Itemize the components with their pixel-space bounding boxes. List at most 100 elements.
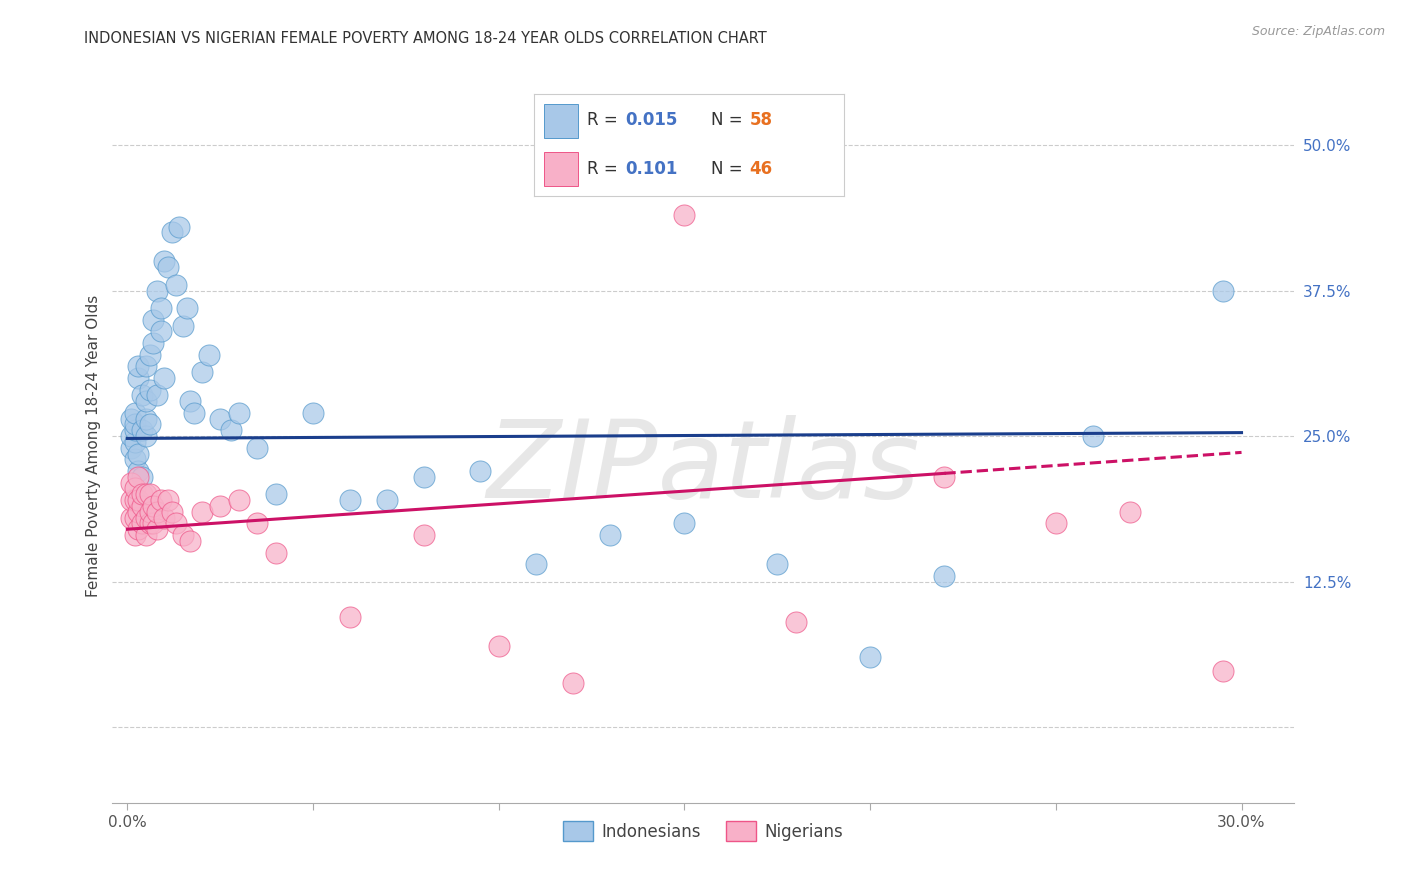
Point xyxy=(165,516,187,531)
Point xyxy=(228,406,250,420)
Point xyxy=(176,301,198,315)
Point xyxy=(120,493,142,508)
Point xyxy=(149,493,172,508)
Text: R =: R = xyxy=(586,160,623,178)
Text: N =: N = xyxy=(710,160,748,178)
Text: ZIPatlas: ZIPatlas xyxy=(486,415,920,520)
Point xyxy=(146,388,169,402)
Point xyxy=(562,676,585,690)
Point xyxy=(131,516,153,531)
Point xyxy=(153,371,176,385)
Point xyxy=(142,336,165,351)
Point xyxy=(172,318,194,333)
Point xyxy=(599,528,621,542)
Point xyxy=(190,505,212,519)
Point xyxy=(673,208,696,222)
Point xyxy=(246,516,269,531)
Point xyxy=(142,499,165,513)
Point xyxy=(135,429,157,443)
Point xyxy=(339,493,361,508)
Point xyxy=(160,226,183,240)
Text: Source: ZipAtlas.com: Source: ZipAtlas.com xyxy=(1251,25,1385,38)
Point xyxy=(302,406,325,420)
Point xyxy=(131,487,153,501)
Point xyxy=(1212,665,1234,679)
Point xyxy=(339,609,361,624)
Point xyxy=(124,452,146,467)
Point xyxy=(1212,284,1234,298)
Point xyxy=(127,493,149,508)
Point xyxy=(172,528,194,542)
Point xyxy=(127,470,149,484)
Text: N =: N = xyxy=(710,111,748,128)
Point xyxy=(138,516,160,531)
Point xyxy=(135,510,157,524)
Point xyxy=(127,505,149,519)
Point xyxy=(146,284,169,298)
Point xyxy=(135,359,157,374)
Point xyxy=(264,545,287,559)
Point xyxy=(165,277,187,292)
Point xyxy=(146,505,169,519)
Point xyxy=(142,516,165,531)
Point xyxy=(413,528,436,542)
Text: R =: R = xyxy=(586,111,623,128)
Point xyxy=(1119,505,1142,519)
Point xyxy=(179,533,201,548)
Point xyxy=(153,254,176,268)
Point xyxy=(1045,516,1067,531)
Point xyxy=(138,487,160,501)
Point xyxy=(766,557,789,571)
Point xyxy=(138,383,160,397)
Point xyxy=(135,411,157,425)
Point xyxy=(228,493,250,508)
Text: INDONESIAN VS NIGERIAN FEMALE POVERTY AMONG 18-24 YEAR OLDS CORRELATION CHART: INDONESIAN VS NIGERIAN FEMALE POVERTY AM… xyxy=(84,31,768,46)
Point xyxy=(124,482,146,496)
Point xyxy=(120,475,142,490)
Point xyxy=(149,301,172,315)
Point xyxy=(149,324,172,338)
Point xyxy=(209,499,232,513)
Point xyxy=(127,371,149,385)
Point xyxy=(124,417,146,432)
Point xyxy=(157,260,180,275)
Point xyxy=(138,505,160,519)
Text: 46: 46 xyxy=(749,160,772,178)
Y-axis label: Female Poverty Among 18-24 Year Olds: Female Poverty Among 18-24 Year Olds xyxy=(86,295,101,597)
Point xyxy=(413,470,436,484)
Point xyxy=(127,446,149,460)
Bar xyxy=(544,153,578,186)
Point xyxy=(246,441,269,455)
Point xyxy=(934,470,956,484)
Point xyxy=(131,423,153,437)
Point xyxy=(124,493,146,508)
Point xyxy=(488,639,510,653)
Point xyxy=(138,348,160,362)
Point xyxy=(160,505,183,519)
Point xyxy=(127,522,149,536)
Point xyxy=(375,493,398,508)
Point xyxy=(524,557,547,571)
Point xyxy=(135,394,157,409)
Point xyxy=(135,487,157,501)
Point xyxy=(138,417,160,432)
Point xyxy=(470,464,492,478)
Point xyxy=(120,429,142,443)
Point xyxy=(131,388,153,402)
Point xyxy=(785,615,807,630)
Point xyxy=(124,406,146,420)
Point xyxy=(934,569,956,583)
Point xyxy=(131,499,153,513)
Point xyxy=(264,487,287,501)
Point xyxy=(124,510,146,524)
Bar xyxy=(544,104,578,137)
Point xyxy=(673,516,696,531)
Point xyxy=(190,365,212,379)
Point xyxy=(146,522,169,536)
Point xyxy=(120,411,142,425)
Point xyxy=(142,312,165,326)
Point xyxy=(153,510,176,524)
Point xyxy=(169,219,191,234)
Point xyxy=(183,406,205,420)
Point xyxy=(135,528,157,542)
